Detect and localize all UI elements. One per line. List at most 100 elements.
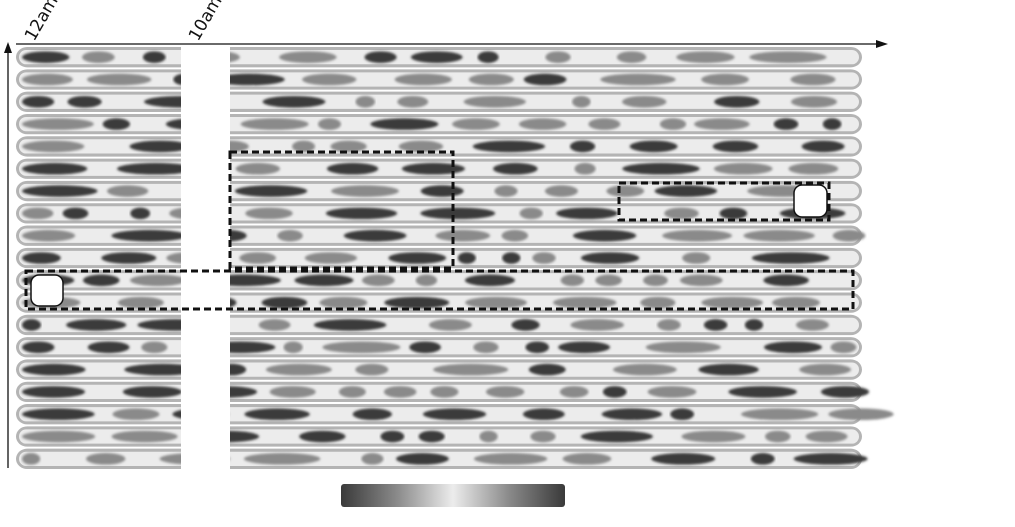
heatmap-cell — [266, 364, 332, 376]
heatmap-cell — [581, 431, 653, 443]
heatmap-cell — [602, 408, 662, 420]
heatmap-cell — [473, 341, 498, 353]
heatmap-cell — [67, 96, 101, 108]
heatmap-cell — [622, 96, 666, 108]
heatmap-cell — [622, 163, 699, 175]
heatmap-cell — [339, 386, 366, 398]
heatmap-cell — [511, 319, 539, 331]
heatmap-cell — [362, 275, 395, 287]
heatmap-cell — [655, 185, 717, 197]
heatmap-cell — [560, 386, 589, 398]
heatmap-cell — [764, 341, 822, 353]
heatmap-cell — [763, 275, 809, 287]
heatmap-cell — [83, 275, 120, 287]
heatmap-cell — [409, 341, 441, 353]
heatmap-cell — [399, 141, 443, 153]
heatmap-cell — [741, 408, 818, 420]
heatmap-cell — [429, 319, 472, 331]
heatmap-cell — [22, 453, 40, 465]
heatmap-cell — [420, 208, 495, 220]
heatmap-cell — [657, 319, 680, 331]
heatmap-cell — [295, 275, 354, 287]
heatmap-cell — [22, 208, 53, 220]
heatmap-cell — [436, 230, 491, 242]
heatmap-cell — [821, 386, 869, 398]
heatmap-cell — [502, 252, 520, 264]
heatmap-cell — [123, 386, 182, 398]
heatmap-cell — [302, 74, 356, 86]
heatmap-cell — [236, 163, 280, 175]
heatmap-cell — [22, 163, 87, 175]
heatmap-cell — [361, 453, 383, 465]
heatmap-cell — [575, 163, 596, 175]
heatmap-cell — [765, 431, 790, 443]
x-tick-label-0: 12am — [21, 0, 63, 45]
heatmap-cell — [714, 163, 773, 175]
heatmap-cell — [595, 275, 622, 287]
heatmap-cell — [22, 230, 75, 242]
heatmap-cell — [682, 431, 746, 443]
heatmap-cell — [613, 364, 677, 376]
heatmap-cell — [553, 297, 616, 309]
heatmap-cell — [828, 408, 893, 420]
heatmap-cell — [823, 118, 842, 130]
heatmap-cell — [22, 341, 54, 353]
heatmap-cell — [648, 386, 697, 398]
heatmap-cell — [651, 453, 715, 465]
heatmap-cell — [396, 453, 449, 465]
heatmap-cell — [833, 230, 866, 242]
heatmap-cell — [82, 51, 115, 63]
y-axis — [4, 42, 12, 468]
heatmap-cell — [423, 408, 486, 420]
heatmap-cell — [419, 431, 445, 443]
heatmap-cell — [239, 252, 276, 264]
heatmap-cell — [713, 141, 759, 153]
heatmap-cell — [714, 96, 759, 108]
heatmap-cell — [558, 341, 610, 353]
x-axis — [16, 40, 888, 48]
heatmap-cell — [802, 141, 845, 153]
heatmap-cell — [530, 431, 555, 443]
heatmap-cell — [235, 185, 307, 197]
heatmap-cell — [494, 185, 517, 197]
heatmap-cell — [571, 319, 624, 331]
heatmap-cell — [524, 74, 567, 86]
heatmap-cell — [831, 341, 857, 353]
heatmap-cell — [525, 341, 549, 353]
heatmap-cell — [245, 208, 293, 220]
heatmap-cell — [701, 74, 749, 86]
heatmap-cell — [520, 208, 543, 220]
heatmap-cell — [464, 96, 526, 108]
heatmap-cell — [465, 275, 515, 287]
heatmap-cell — [640, 297, 675, 309]
heatmap-cell — [262, 297, 308, 309]
heatmap-cell — [86, 453, 125, 465]
heatmap-cell — [791, 96, 837, 108]
heatmap-cell — [749, 51, 826, 63]
heatmap-cell — [22, 74, 73, 86]
heatmap-cell — [745, 319, 763, 331]
heatmap-cell — [570, 141, 595, 153]
heatmap-cell — [430, 386, 458, 398]
heatmap-cell — [502, 230, 528, 242]
heatmap-cell — [416, 275, 437, 287]
heatmap-rows — [16, 47, 894, 469]
heatmap-cell — [523, 408, 565, 420]
heatmap-cell — [314, 319, 386, 331]
heatmap-cell — [630, 141, 678, 153]
heatmap-cell — [356, 96, 375, 108]
heatmap-cell — [704, 319, 727, 331]
heatmap-cell — [270, 386, 316, 398]
heatmap-cell — [22, 364, 86, 376]
heatmap-cell — [545, 185, 578, 197]
marker-square-right — [794, 185, 827, 217]
heatmap-cell — [532, 252, 555, 264]
heatmap-cell — [469, 74, 514, 86]
marker-square-left — [31, 275, 63, 306]
heatmap-cell — [327, 163, 378, 175]
heatmap-cell — [331, 185, 399, 197]
heatmap-cell — [22, 408, 95, 420]
heatmap-cell — [318, 118, 341, 130]
heatmap-cell — [600, 74, 675, 86]
